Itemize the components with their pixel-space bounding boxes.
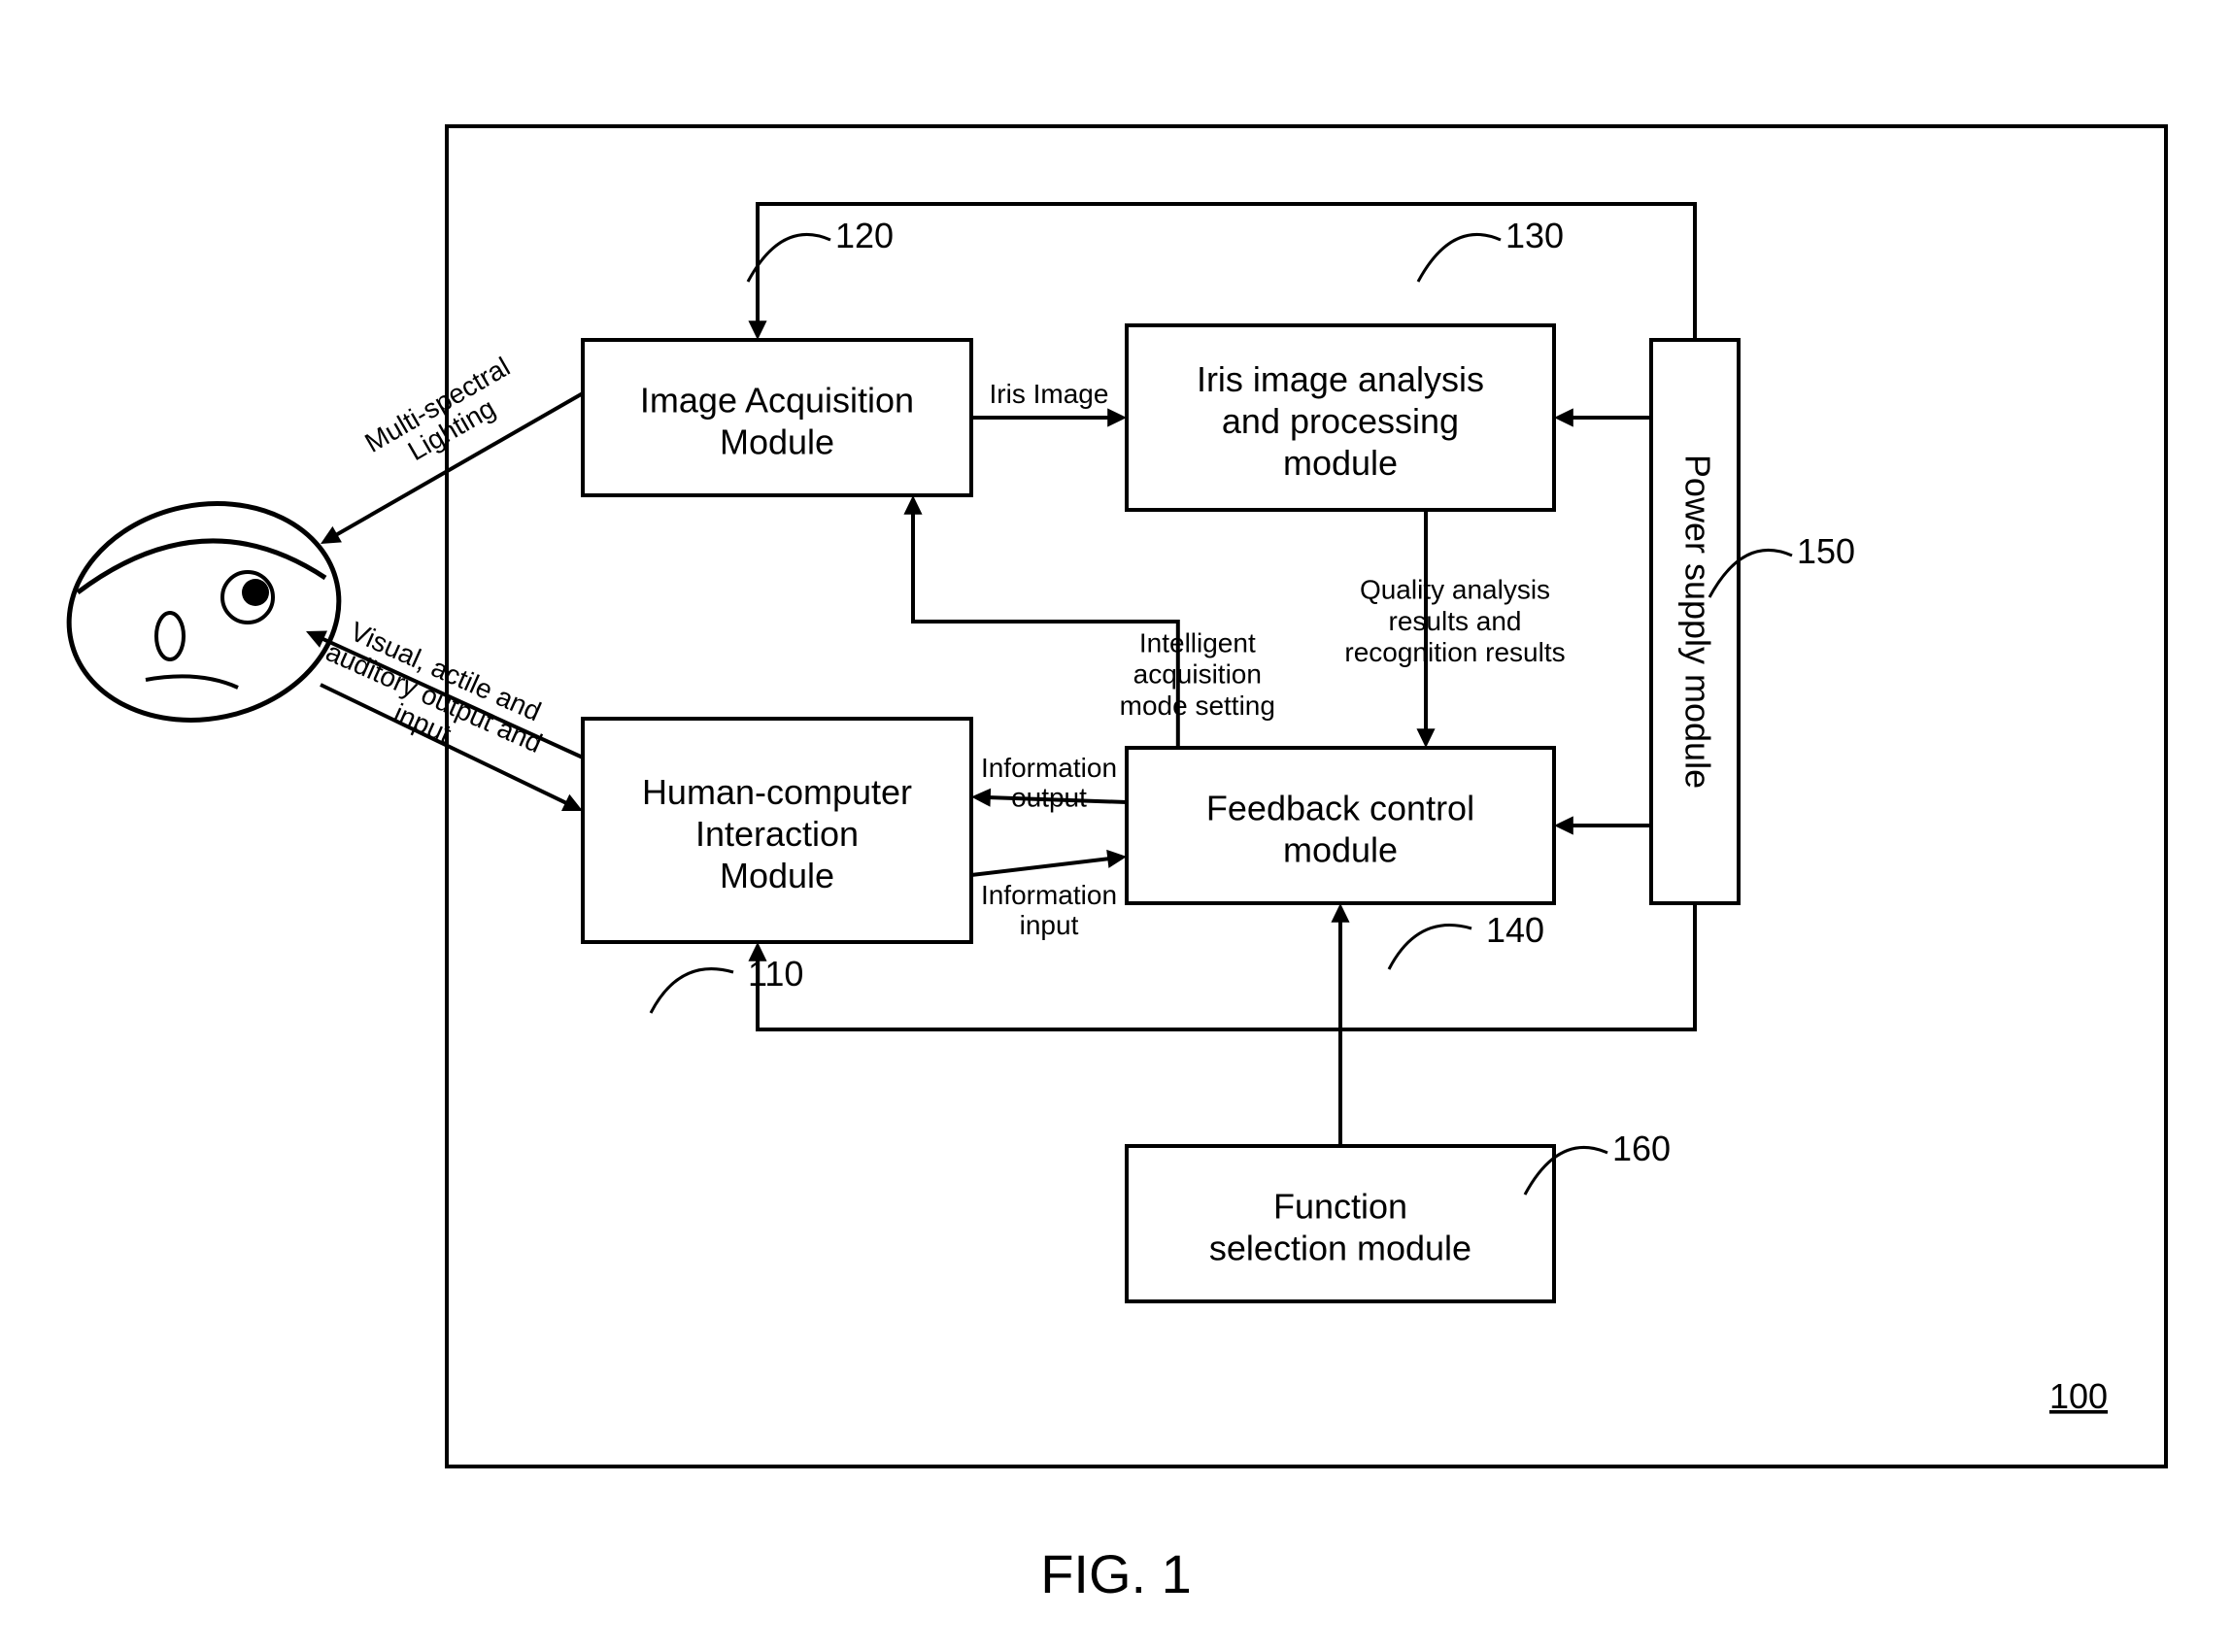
- ref-label-150: 150: [1797, 531, 1855, 571]
- svg-text:Intelligent: Intelligent: [1139, 627, 1256, 657]
- svg-text:Information: Information: [981, 753, 1117, 783]
- svg-text:selection module: selection module: [1209, 1229, 1471, 1268]
- svg-text:acquisition: acquisition: [1133, 659, 1262, 690]
- ref-label-100: 100: [2049, 1376, 2108, 1416]
- user-head-icon: [49, 479, 359, 744]
- node-func_sel: Functionselection module: [1127, 1146, 1554, 1301]
- node-iris_proc: Iris image analysisand processingmodule: [1127, 325, 1554, 510]
- node-hci: Human-computerInteractionModule: [583, 719, 971, 942]
- svg-text:module: module: [1283, 443, 1398, 483]
- svg-text:Interaction: Interaction: [695, 814, 859, 854]
- node-power: Power supply module: [1651, 340, 1739, 903]
- svg-text:Module: Module: [720, 856, 834, 895]
- svg-text:mode setting: mode setting: [1120, 691, 1275, 721]
- svg-text:Quality analysis: Quality analysis: [1360, 575, 1550, 605]
- svg-text:Power supply module: Power supply module: [1677, 455, 1717, 789]
- svg-text:recognition results: recognition results: [1344, 637, 1565, 667]
- svg-text:Function: Function: [1273, 1186, 1407, 1226]
- svg-text:output: output: [1011, 783, 1087, 813]
- svg-text:Iris Image: Iris Image: [990, 379, 1109, 409]
- svg-text:Information: Information: [981, 880, 1117, 910]
- figure-label: FIG. 1: [1040, 1543, 1192, 1604]
- ref-label-160: 160: [1612, 1129, 1671, 1168]
- svg-text:Feedback control: Feedback control: [1206, 788, 1474, 827]
- svg-text:Iris image analysis: Iris image analysis: [1197, 359, 1484, 399]
- svg-text:module: module: [1283, 830, 1398, 870]
- ref-label-130: 130: [1505, 216, 1564, 255]
- node-image_acq: Image AcquisitionModule: [583, 340, 971, 495]
- ref-label-120: 120: [835, 216, 894, 255]
- ref-label-140: 140: [1486, 910, 1544, 950]
- node-feedback: Feedback controlmodule: [1127, 748, 1554, 903]
- svg-text:Image Acquisition: Image Acquisition: [640, 380, 914, 420]
- svg-text:results and: results and: [1389, 606, 1522, 636]
- svg-text:Human-computer: Human-computer: [642, 772, 912, 812]
- svg-text:Module: Module: [720, 422, 834, 462]
- svg-text:and processing: and processing: [1222, 401, 1459, 441]
- svg-text:input: input: [1020, 910, 1079, 940]
